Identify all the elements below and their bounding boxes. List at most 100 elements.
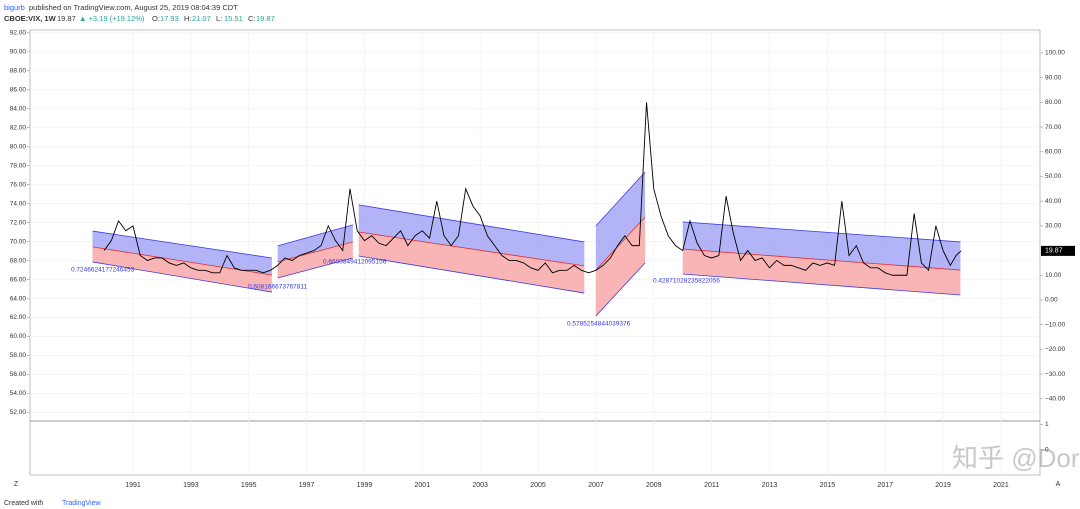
channel-middle-line xyxy=(358,231,585,267)
right-tick-label: 60.00 xyxy=(1045,148,1062,155)
channel-upper-fill xyxy=(595,172,646,271)
pane2-tick-label: 0 xyxy=(1045,446,1049,453)
left-tick-label: 54.00 xyxy=(10,390,27,397)
ohlc-value: 19.87 xyxy=(256,14,275,23)
plot-frame xyxy=(29,29,1041,476)
x-tick-label: 2003 xyxy=(472,482,488,489)
left-tick-label: 66.00 xyxy=(10,276,27,283)
channel-middle-line xyxy=(595,216,646,271)
left-tick-label: 90.00 xyxy=(10,49,27,56)
x-tick-label: 1997 xyxy=(299,482,315,489)
price-tag xyxy=(1041,245,1075,256)
scale-button[interactable]: Z xyxy=(14,481,19,488)
right-tick-label: 0.00 xyxy=(1045,297,1058,304)
x-tick-label: 1991 xyxy=(125,482,141,489)
channel-label: 0.608166673767811 xyxy=(248,284,308,291)
channel-lower-fill xyxy=(92,246,272,293)
right-tick-label: 30.00 xyxy=(1045,223,1062,230)
channel-upper-line xyxy=(277,224,353,247)
right-tick-label: −20.00 xyxy=(1045,346,1065,353)
left-tick-label: 80.00 xyxy=(10,143,27,150)
right-tick-label: −40.00 xyxy=(1045,395,1065,402)
right-tick-label: 100.00 xyxy=(1045,50,1065,57)
x-tick-label: 2017 xyxy=(877,482,893,489)
left-tick-label: 86.00 xyxy=(10,86,27,93)
channel-upper-line xyxy=(595,171,646,227)
channel-upper-line xyxy=(92,230,272,259)
left-tick-label: 74.00 xyxy=(10,200,27,207)
right-tick-label: 90.00 xyxy=(1045,74,1062,81)
left-tick-label: 64.00 xyxy=(10,295,27,302)
left-tick-label: 52.00 xyxy=(10,409,27,416)
price-line xyxy=(103,102,962,276)
footer-created: Created with xyxy=(4,500,43,507)
right-tick-label: 40.00 xyxy=(1045,198,1062,205)
channel-middle-line xyxy=(682,248,961,271)
x-tick-label: 2009 xyxy=(646,482,662,489)
ohlc-value: 17.93 xyxy=(160,14,179,23)
left-tick-label: 58.00 xyxy=(10,352,27,359)
left-tick-label: 68.00 xyxy=(10,257,27,264)
channel-lower-line xyxy=(595,262,646,317)
left-tick-label: 88.00 xyxy=(10,68,27,75)
channel-lower-fill xyxy=(358,232,585,294)
watermark: 知乎 @Dorian君 xyxy=(952,443,1080,473)
left-tick-label: 84.00 xyxy=(10,105,27,112)
channel-label: 0.42871028235822056 xyxy=(653,278,720,285)
price-tag-label: 19.87 xyxy=(1045,248,1063,255)
author: bigurb xyxy=(4,3,25,12)
left-tick-label: 70.00 xyxy=(10,238,27,245)
published: published on TradingView.com, August 25,… xyxy=(29,3,238,12)
x-tick-label: 1993 xyxy=(183,482,199,489)
channel-lower-line xyxy=(682,273,961,296)
x-tick-label: 2019 xyxy=(935,482,951,489)
symbol: CBOE:VIX, 1W xyxy=(4,14,57,23)
x-tick-label: 1995 xyxy=(241,482,257,489)
x-tick-label: 1999 xyxy=(357,482,373,489)
channel-label: 0.5785254844039376 xyxy=(567,321,631,328)
last-price: 19.87 xyxy=(57,14,76,23)
right-tick-label: 80.00 xyxy=(1045,99,1062,106)
right-tick-label: 10.00 xyxy=(1045,272,1062,279)
x-tick-label: 2011 xyxy=(704,482,719,489)
left-tick-label: 72.00 xyxy=(10,219,27,226)
channel-lower-fill xyxy=(682,249,961,296)
x-tick-label: 2001 xyxy=(415,482,431,489)
left-tick-label: 62.00 xyxy=(10,314,27,321)
channel-lower-line xyxy=(277,257,353,279)
left-tick-label: 60.00 xyxy=(10,333,27,340)
ohlc-label: O: xyxy=(152,14,160,23)
channel-lower-fill xyxy=(277,241,353,278)
ohlc-value: 15.51 xyxy=(224,14,243,23)
channel-upper-fill xyxy=(682,221,961,271)
right-tick-label: 50.00 xyxy=(1045,173,1062,180)
scale-button[interactable]: A xyxy=(1056,481,1061,488)
channel-upper-line xyxy=(358,204,585,243)
channel-lower-line xyxy=(358,255,585,294)
left-tick-label: 78.00 xyxy=(10,162,27,169)
channel-label: 0.7246624177246453 xyxy=(71,267,135,274)
right-tick-label: −10.00 xyxy=(1045,321,1065,328)
x-tick-label: 2015 xyxy=(820,482,836,489)
footer-brand: TradingView xyxy=(62,500,101,507)
ohlc-label: L: xyxy=(216,14,222,23)
channel-label: 0.6600849412095156 xyxy=(323,259,387,266)
ohlc-label: H: xyxy=(184,14,192,23)
pane2-tick-label: 1 xyxy=(1045,421,1049,428)
x-tick-label: 2013 xyxy=(762,482,778,489)
left-tick-label: 56.00 xyxy=(10,371,27,378)
left-tick-label: 76.00 xyxy=(10,181,27,188)
right-tick-label: 70.00 xyxy=(1045,124,1062,131)
ohlc-label: C: xyxy=(248,14,256,23)
channel-lower-fill xyxy=(595,216,646,317)
price-change: ▲ +3.19 (+19.12%) xyxy=(79,14,145,23)
channel-lower-line xyxy=(92,261,272,293)
x-tick-label: 2021 xyxy=(993,482,1009,489)
channel-upper-fill xyxy=(277,224,353,262)
right-tick-label: −30.00 xyxy=(1045,371,1065,378)
channel-middle-line xyxy=(277,241,353,263)
left-tick-label: 82.00 xyxy=(10,124,27,131)
channel-upper-fill xyxy=(358,204,585,266)
left-tick-label: 92.00 xyxy=(10,30,27,37)
